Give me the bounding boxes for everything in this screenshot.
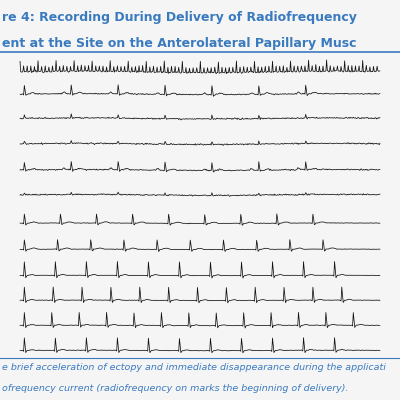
Text: re 4: Recording During Delivery of Radiofrequency: re 4: Recording During Delivery of Radio… <box>2 12 357 24</box>
Text: ent at the Site on the Anterolateral Papillary Musc: ent at the Site on the Anterolateral Pap… <box>2 38 356 50</box>
Text: ofrequency current (radiofrequency on marks the beginning of delivery).: ofrequency current (radiofrequency on ma… <box>2 384 348 393</box>
Text: e brief acceleration of ectopy and immediate disappearance during the applicati: e brief acceleration of ectopy and immed… <box>2 363 386 372</box>
